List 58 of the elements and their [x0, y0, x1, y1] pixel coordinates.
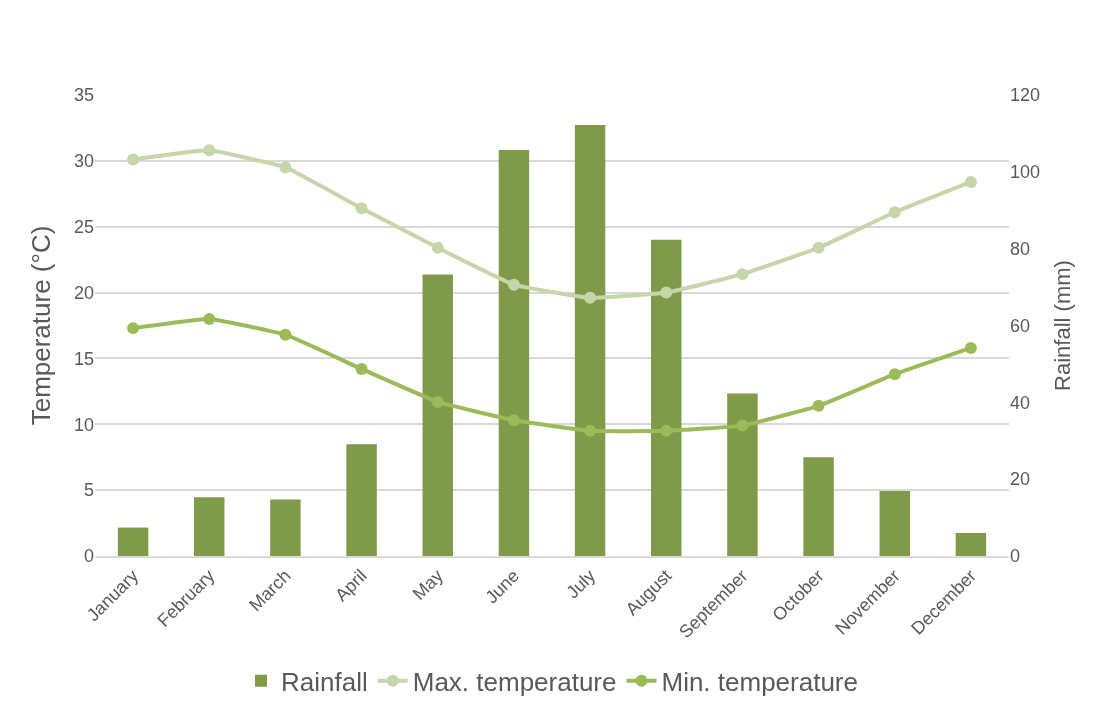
- point: [279, 328, 292, 341]
- bar: [346, 444, 377, 556]
- y-tick-label: 5: [83, 480, 94, 501]
- y2-tick-label: 60: [1010, 315, 1031, 336]
- bar: [498, 149, 530, 556]
- point: [736, 268, 749, 281]
- point: [888, 368, 901, 381]
- point: [279, 161, 292, 174]
- y2-tick-label: 100: [1010, 162, 1041, 183]
- point: [507, 414, 520, 427]
- point: [431, 395, 444, 408]
- point: [964, 175, 977, 188]
- y-tick-label: 30: [73, 151, 94, 172]
- y-tick-label: 0: [83, 546, 94, 567]
- point: [203, 144, 216, 157]
- point: [660, 424, 673, 437]
- y2-tick-label: 20: [1010, 469, 1031, 490]
- point: [355, 362, 368, 375]
- x-tick-label: May: [408, 565, 447, 604]
- point: [964, 341, 977, 354]
- legend-label: Min. temperature: [661, 666, 858, 697]
- y2-tick-label: 0: [1010, 546, 1021, 567]
- point: [812, 399, 825, 412]
- point: [431, 241, 444, 254]
- point: [660, 286, 673, 299]
- y-tick-label: 20: [73, 282, 94, 303]
- point: [584, 291, 597, 304]
- y-tick-label: 15: [73, 348, 94, 369]
- y-tick-label: 10: [73, 414, 94, 435]
- bar: [803, 457, 834, 556]
- point: [203, 312, 216, 325]
- bar: [574, 124, 606, 556]
- point: [736, 419, 749, 432]
- bar: [879, 491, 910, 556]
- y2-tick-label: 80: [1010, 238, 1031, 259]
- point: [584, 424, 597, 437]
- y-tick-label: 25: [73, 217, 94, 238]
- y2-axis-title: Rainfall (mm): [1049, 260, 1075, 391]
- y-tick-label: 35: [73, 85, 94, 106]
- point: [127, 322, 140, 335]
- point: [507, 278, 520, 291]
- point: [127, 153, 140, 166]
- bar: [117, 527, 149, 556]
- y2-tick-label: 40: [1010, 392, 1031, 413]
- bar: [194, 497, 225, 556]
- bar: [727, 393, 758, 556]
- bar: [422, 274, 453, 556]
- bar: [651, 239, 682, 556]
- y-axis-title: Temperature (°C): [26, 225, 57, 426]
- y2-tick-label: 120: [1010, 85, 1041, 106]
- point: [355, 202, 368, 215]
- legend-label: Rainfall: [281, 666, 368, 697]
- point: [888, 206, 901, 219]
- bar: [270, 499, 301, 556]
- legend-label: Max. temperature: [412, 666, 617, 697]
- x-tick-label: July: [562, 565, 600, 603]
- point: [812, 241, 825, 254]
- bar: [955, 532, 987, 556]
